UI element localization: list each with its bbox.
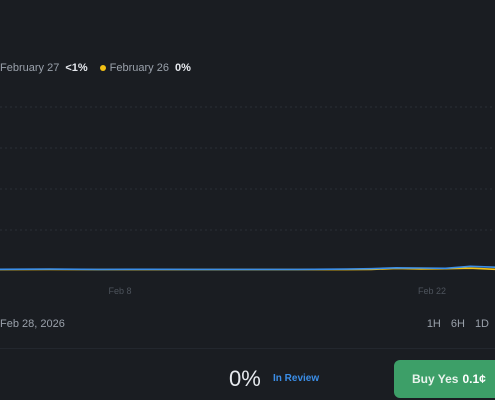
legend-dot-feb26 — [99, 65, 106, 71]
buy-yes-button[interactable]: Buy Yes 0.1¢ — [394, 360, 495, 398]
range-1d[interactable]: 1D — [474, 318, 489, 330]
current-probability: 0% — [229, 366, 261, 391]
chart-date: Feb 28, 2026 — [0, 318, 65, 330]
legend-value-feb27: <1% — [65, 62, 88, 74]
time-range-selector: 1H 6H 1D — [427, 318, 489, 330]
series-line-feb27 — [0, 265, 495, 271]
legend-name-feb27: February 27 — [0, 62, 60, 74]
range-1h[interactable]: 1H — [426, 318, 441, 330]
buy-price: 0.1¢ — [462, 372, 486, 386]
x-tick-label: Feb 22 — [418, 286, 446, 296]
status-badge: In Review — [273, 373, 320, 384]
price-chart: Feb 8 Feb 22 — [0, 106, 495, 296]
buy-label: Buy Yes — [412, 372, 459, 386]
divider — [0, 348, 495, 349]
legend-name-feb26: February 26 — [109, 62, 169, 74]
legend-value-feb26: 0% — [174, 62, 191, 74]
chart-legend: February 27 <1% February 26 0% — [0, 60, 191, 76]
range-6h[interactable]: 6H — [450, 318, 465, 330]
x-tick-label: Feb 8 — [108, 286, 131, 296]
